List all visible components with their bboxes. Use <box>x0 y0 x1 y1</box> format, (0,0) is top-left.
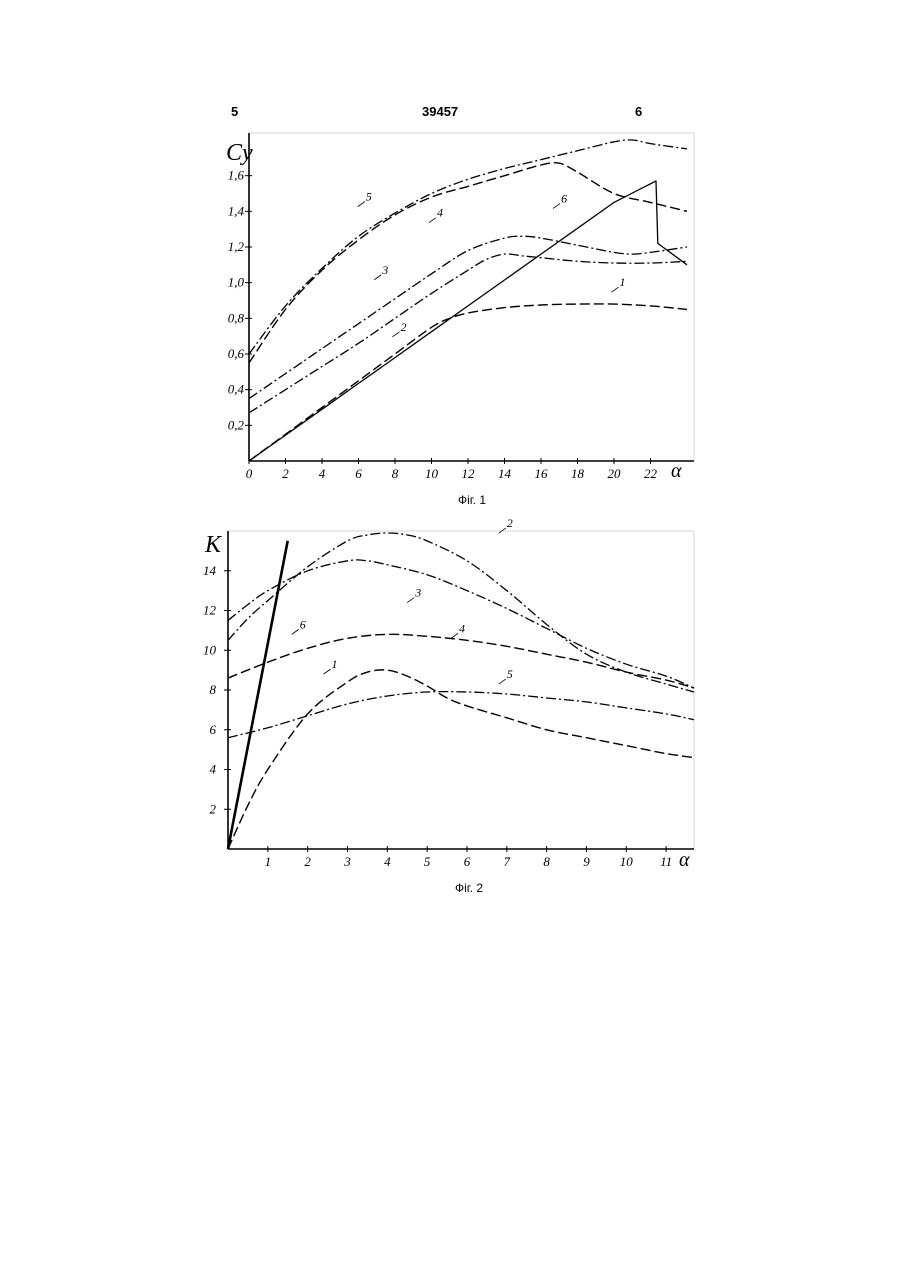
series-label-2: 2 <box>400 320 406 334</box>
series-label-leader <box>392 332 399 337</box>
figure-caption: Фіг. 2 <box>455 881 483 895</box>
series-label-leader <box>407 598 414 603</box>
x-tick-label: 12 <box>462 466 476 481</box>
figure-1-chart: 0,20,40,60,81,01,21,41,60246810121416182… <box>226 133 694 507</box>
x-tick-label: 11 <box>660 854 672 869</box>
series-line-1 <box>249 304 687 461</box>
y-axis-title: Cy <box>226 140 253 166</box>
y-tick-label: 6 <box>210 722 217 737</box>
x-tick-label: 3 <box>343 854 351 869</box>
y-tick-label: 1,2 <box>228 239 245 254</box>
series-label-6: 6 <box>300 617 306 631</box>
x-tick-label: 2 <box>304 854 311 869</box>
series-line-6 <box>249 181 687 461</box>
series-label-leader <box>374 275 381 280</box>
x-tick-label: 22 <box>644 466 658 481</box>
x-axis-title: α <box>679 849 690 871</box>
series-line-6 <box>228 541 288 849</box>
y-tick-label: 0,6 <box>228 346 245 361</box>
series-line-5 <box>249 140 687 354</box>
y-tick-label: 14 <box>203 563 217 578</box>
y-tick-label: 0,2 <box>228 417 245 432</box>
series-label-2: 2 <box>507 516 513 530</box>
x-tick-label: 9 <box>583 854 590 869</box>
series-label-leader <box>324 669 331 674</box>
x-tick-label: 2 <box>282 466 289 481</box>
y-axis-title: K <box>204 532 223 558</box>
x-tick-label: 4 <box>384 854 391 869</box>
x-axis-title: α <box>671 460 682 482</box>
x-tick-label: 16 <box>535 466 549 481</box>
series-label-1: 1 <box>619 275 625 289</box>
figure-caption: Фіг. 1 <box>458 493 486 507</box>
y-tick-label: 8 <box>210 682 217 697</box>
y-tick-label: 1,4 <box>228 203 245 218</box>
x-tick-label: 14 <box>498 466 512 481</box>
y-tick-label: 12 <box>203 603 217 618</box>
series-label-3: 3 <box>414 586 421 600</box>
x-tick-label: 1 <box>265 854 272 869</box>
y-tick-label: 2 <box>210 801 217 816</box>
y-tick-label: 10 <box>203 642 217 657</box>
series-label-5: 5 <box>507 667 513 681</box>
y-tick-label: 0,8 <box>228 310 245 325</box>
series-label-leader <box>499 679 506 684</box>
series-label-1: 1 <box>332 657 338 671</box>
x-tick-label: 20 <box>608 466 622 481</box>
x-tick-label: 6 <box>464 854 471 869</box>
x-tick-label: 18 <box>571 466 585 481</box>
series-line-5 <box>228 692 694 738</box>
series-label-leader <box>451 633 458 638</box>
series-label-leader <box>429 218 436 223</box>
y-tick-label: 4 <box>210 762 217 777</box>
series-label-6: 6 <box>561 191 567 205</box>
x-tick-label: 6 <box>355 466 362 481</box>
series-line-3 <box>249 236 687 398</box>
x-tick-label: 10 <box>425 466 439 481</box>
chart-frame <box>249 133 694 461</box>
series-label-leader <box>292 629 299 634</box>
x-tick-label: 7 <box>504 854 511 869</box>
series-line-1 <box>228 670 694 849</box>
x-tick-label: 10 <box>620 854 634 869</box>
x-tick-label: 5 <box>424 854 431 869</box>
series-label-leader <box>611 287 618 292</box>
series-label-3: 3 <box>381 263 388 277</box>
series-label-leader <box>358 202 365 207</box>
x-tick-label: 8 <box>392 466 399 481</box>
y-tick-label: 1,6 <box>228 168 245 183</box>
x-tick-label: 4 <box>319 466 326 481</box>
y-tick-label: 0,4 <box>228 382 245 397</box>
figure-2-chart: 24681012141234567891011KαФіг. 2123456 <box>203 516 694 895</box>
series-label-4: 4 <box>437 206 443 220</box>
series-label-leader <box>553 203 560 208</box>
chart-frame <box>228 531 694 849</box>
series-label-5: 5 <box>366 190 372 204</box>
y-tick-label: 1,0 <box>228 275 245 290</box>
x-tick-label: 0 <box>246 466 253 481</box>
series-label-4: 4 <box>459 621 465 635</box>
series-line-4 <box>228 634 694 688</box>
x-tick-label: 8 <box>543 854 550 869</box>
series-line-2 <box>228 533 694 692</box>
